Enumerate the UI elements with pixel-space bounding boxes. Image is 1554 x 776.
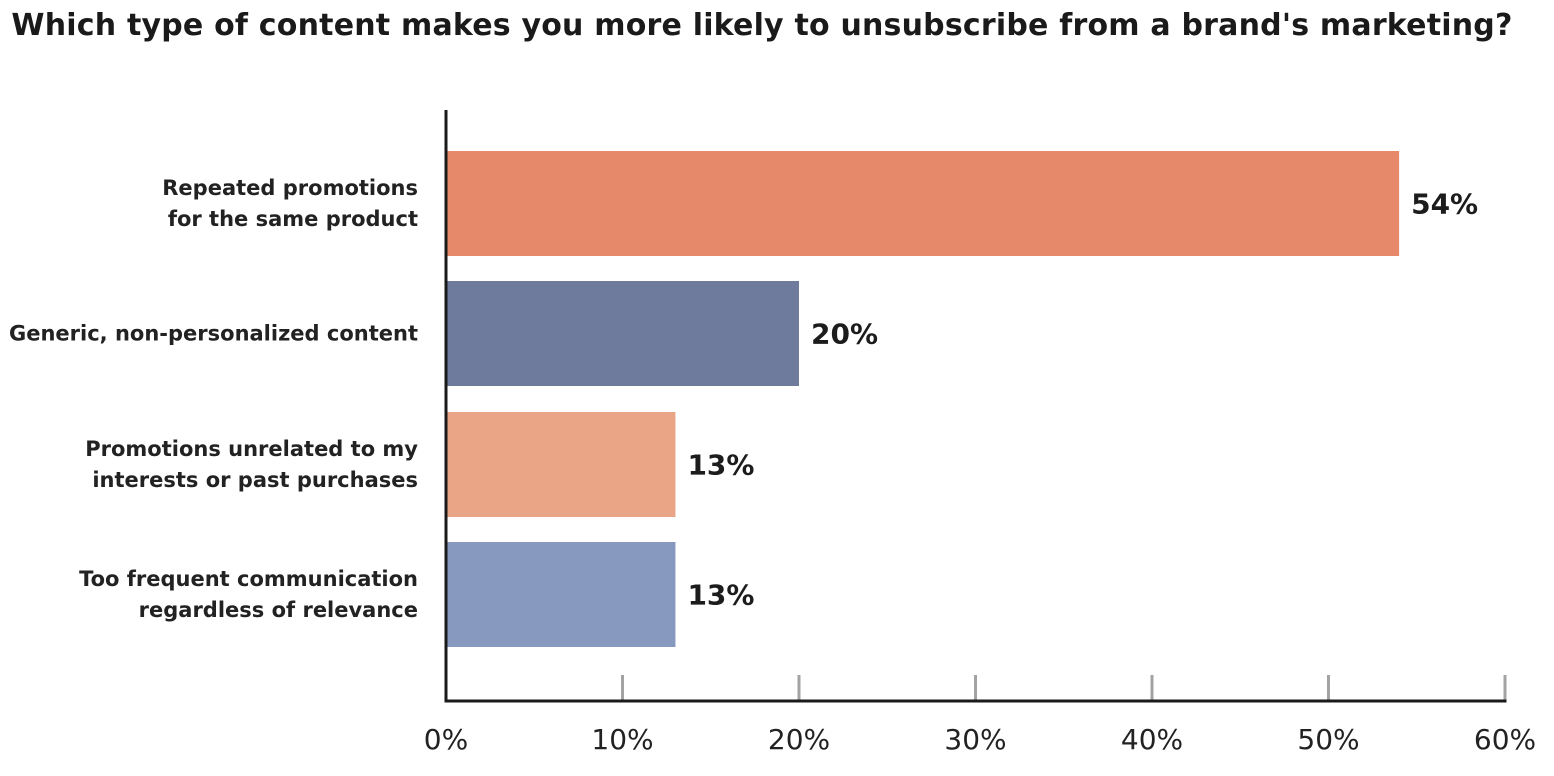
x-tick-label-4: 40%: [1121, 723, 1183, 756]
axes: [444, 110, 1507, 703]
bars-layer: [446, 151, 1400, 647]
category-label-3-line-1: regardless of relevance: [139, 598, 418, 622]
x-tick-label-3: 30%: [944, 723, 1006, 756]
category-label-2-line-1: interests or past purchases: [92, 468, 418, 492]
x-tick-label-6: 60%: [1474, 723, 1536, 756]
x-tick-label-0: 0%: [424, 723, 468, 756]
x-tick-label-1: 10%: [591, 723, 653, 756]
x-tick-label-5: 50%: [1297, 723, 1359, 756]
category-label-0-line-0: Repeated promotions: [162, 176, 418, 200]
value-label-2: 13%: [687, 449, 754, 482]
bar-3: [446, 542, 676, 647]
bar-0: [446, 151, 1400, 256]
category-label-2-line-0: Promotions unrelated to my: [85, 437, 418, 461]
bar-2: [446, 412, 676, 517]
x-tick-label-2: 20%: [768, 723, 830, 756]
labels-layer: 54% Repeated promotions for the same produ…: [9, 176, 1536, 756]
category-label-1-line-0: Generic, non-personalized content: [9, 322, 418, 346]
category-label-0-line-1: for the same product: [168, 207, 418, 231]
x-axis-ticks: [621, 675, 1507, 701]
value-label-3: 13%: [687, 579, 754, 612]
bar-1: [446, 281, 799, 386]
category-label-3-line-0: Too frequent communication: [79, 567, 418, 591]
value-label-0: 54%: [1411, 188, 1478, 221]
chart-title: Which type of content makes you more lik…: [11, 8, 1513, 43]
value-label-1: 20%: [811, 318, 878, 351]
